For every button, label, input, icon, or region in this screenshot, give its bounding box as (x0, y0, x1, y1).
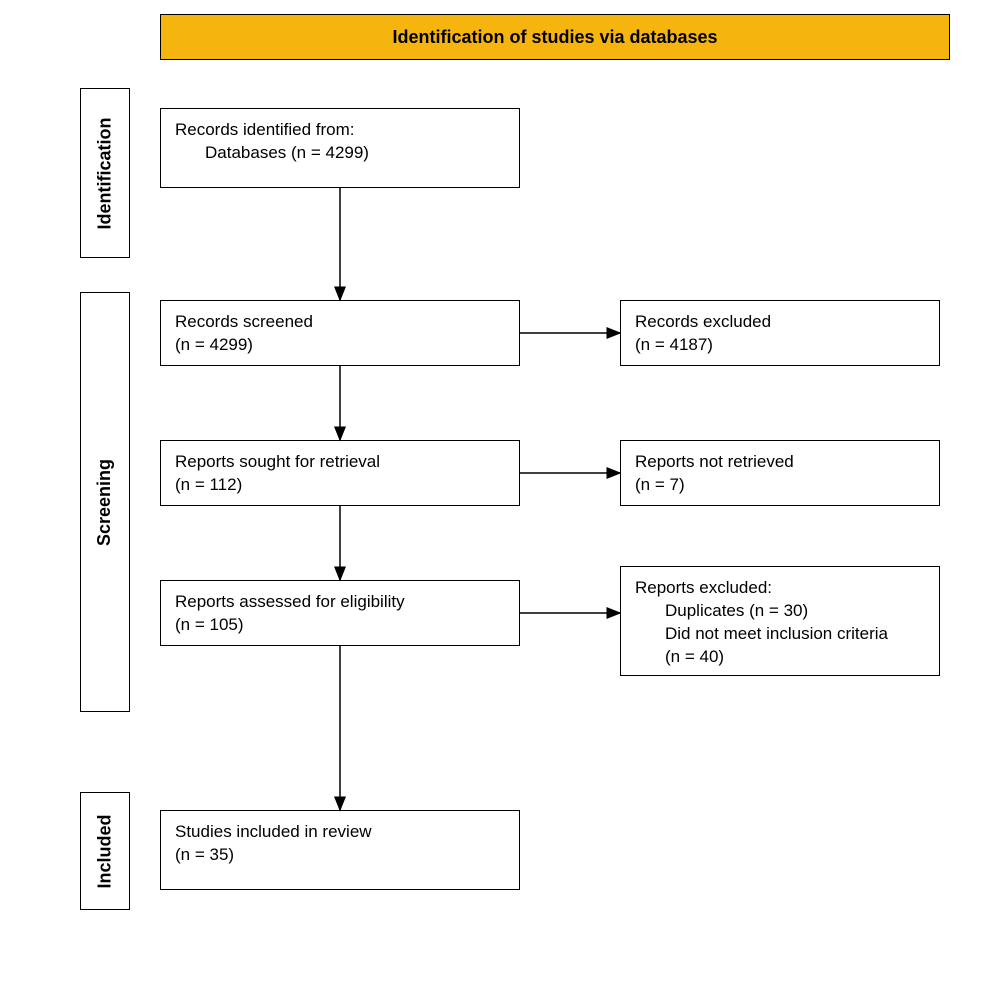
title-bar: Identification of studies via databases (160, 14, 950, 60)
phase-identification: Identification (80, 88, 130, 258)
phase-identification-label: Identification (95, 117, 116, 229)
phase-included: Included (80, 792, 130, 910)
phase-screening: Screening (80, 292, 130, 712)
box-included: Studies included in review(n = 35) (160, 810, 520, 890)
box-not-retrieved: Reports not retrieved(n = 7) (620, 440, 940, 506)
title-text: Identification of studies via databases (392, 27, 717, 48)
box-identified: Records identified from:Databases (n = 4… (160, 108, 520, 188)
box-screened: Records screened(n = 4299) (160, 300, 520, 366)
flowchart-container: Identification of studies via databases … (0, 0, 986, 986)
box-sought: Reports sought for retrieval(n = 112) (160, 440, 520, 506)
phase-included-label: Included (95, 814, 116, 888)
box-excluded-assess: Reports excluded:Duplicates (n = 30)Did … (620, 566, 940, 676)
box-assessed: Reports assessed for eligibility(n = 105… (160, 580, 520, 646)
phase-screening-label: Screening (95, 458, 116, 545)
box-excluded-screen: Records excluded(n = 4187) (620, 300, 940, 366)
